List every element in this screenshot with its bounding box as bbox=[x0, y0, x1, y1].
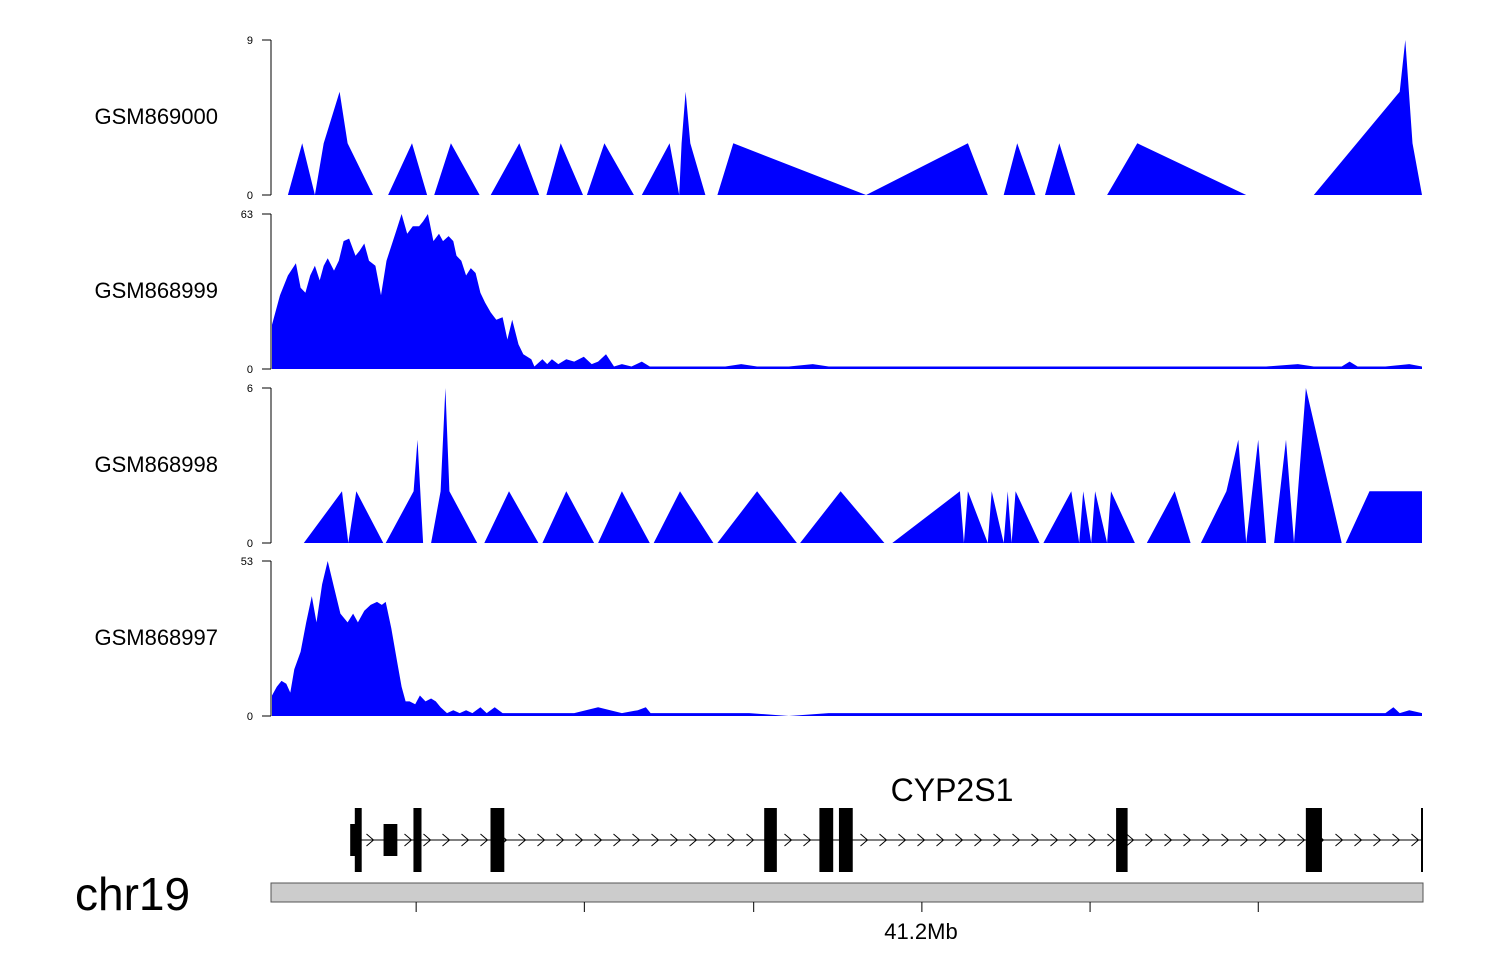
strand-arrow bbox=[1221, 833, 1230, 847]
track-GSM868998: 6 0 GSM868998 bbox=[94, 383, 1422, 550]
track-name: GSM868997 bbox=[94, 625, 218, 650]
gene-track: CYP2S1 bbox=[350, 772, 1423, 872]
chromosome-label: chr19 bbox=[75, 868, 190, 920]
gene-label: CYP2S1 bbox=[891, 772, 1014, 808]
strand-arrow bbox=[1202, 833, 1211, 847]
y-max-label: 53 bbox=[241, 556, 253, 568]
strand-arrow bbox=[917, 833, 926, 847]
y-min-label: 0 bbox=[247, 538, 253, 550]
strand-arrow bbox=[898, 833, 907, 847]
signal-area bbox=[272, 214, 1422, 369]
strand-arrow bbox=[1107, 833, 1116, 847]
strand-arrow bbox=[1031, 833, 1040, 847]
strand-arrow bbox=[955, 833, 964, 847]
axis-position-label: 41.2Mb bbox=[884, 919, 957, 944]
strand-arrow bbox=[404, 833, 413, 847]
strand-arrow bbox=[537, 833, 546, 847]
exon bbox=[819, 808, 834, 872]
track-name: GSM868999 bbox=[94, 278, 218, 303]
strand-arrow bbox=[993, 833, 1002, 847]
strand-arrow bbox=[1278, 833, 1287, 847]
strand-arrow bbox=[575, 833, 584, 847]
track-GSM868999: 63 0 GSM868999 bbox=[94, 209, 1422, 376]
exon bbox=[383, 824, 398, 856]
strand-arrow bbox=[594, 833, 603, 847]
strand-arrow bbox=[613, 833, 622, 847]
y-min-label: 0 bbox=[247, 711, 253, 723]
strand-arrow bbox=[651, 833, 660, 847]
strand-arrow bbox=[1373, 833, 1382, 847]
strand-arrow bbox=[366, 833, 375, 847]
strand-arrow bbox=[1050, 833, 1059, 847]
strand-arrow bbox=[746, 833, 755, 847]
strand-arrow bbox=[1145, 833, 1154, 847]
strand-arrow bbox=[670, 833, 679, 847]
strand-arrow bbox=[803, 833, 812, 847]
exon bbox=[838, 808, 853, 872]
y-max-label: 6 bbox=[247, 383, 253, 395]
strand-arrow bbox=[461, 833, 470, 847]
strand-arrow bbox=[1297, 833, 1306, 847]
track-name: GSM869000 bbox=[94, 104, 218, 129]
strand-arrow bbox=[1126, 833, 1135, 847]
exon bbox=[490, 808, 505, 872]
strand-arrow bbox=[518, 833, 527, 847]
strand-arrow bbox=[1088, 833, 1097, 847]
signal-area bbox=[272, 561, 1422, 716]
strand-arrow bbox=[1069, 833, 1078, 847]
strand-arrow bbox=[1411, 833, 1420, 847]
signal-area bbox=[272, 388, 1422, 543]
strand-arrow bbox=[480, 833, 489, 847]
strand-arrow bbox=[936, 833, 945, 847]
strand-arrow bbox=[974, 833, 983, 847]
signal-tracks: 9 0 GSM869000 63 0 GSM868999 6 0 GSM868998 53 0 GSM… bbox=[94, 35, 1422, 723]
ideogram-band bbox=[270, 882, 1424, 903]
y-min-label: 0 bbox=[247, 364, 253, 376]
strand-arrow bbox=[1164, 833, 1173, 847]
strand-arrow bbox=[727, 833, 736, 847]
strand-arrow bbox=[689, 833, 698, 847]
strand-arrow bbox=[1012, 833, 1021, 847]
track-name: GSM868998 bbox=[94, 452, 218, 477]
strand-arrow bbox=[1354, 833, 1363, 847]
track-GSM869000: 9 0 GSM869000 bbox=[94, 35, 1422, 202]
strand-arrow bbox=[708, 833, 717, 847]
exon bbox=[764, 808, 777, 872]
strand-arrow bbox=[1392, 833, 1401, 847]
strand-arrow bbox=[632, 833, 641, 847]
strand-arrow bbox=[860, 833, 869, 847]
y-min-label: 0 bbox=[247, 190, 253, 202]
strand-arrow bbox=[442, 833, 451, 847]
y-max-label: 9 bbox=[247, 35, 253, 47]
exon bbox=[413, 808, 422, 872]
strand-arrow bbox=[1183, 833, 1192, 847]
exon bbox=[354, 808, 362, 872]
y-max-label: 63 bbox=[241, 209, 253, 221]
strand-arrow bbox=[784, 833, 793, 847]
strand-arrow bbox=[1240, 833, 1249, 847]
track-GSM868997: 53 0 GSM868997 bbox=[94, 556, 1422, 723]
utr-block bbox=[350, 824, 356, 856]
strand-arrow bbox=[423, 833, 432, 847]
exon bbox=[1305, 808, 1322, 872]
exon bbox=[1116, 808, 1128, 872]
strand-arrow bbox=[1335, 833, 1344, 847]
chromosome-axis: chr19 41.2Mb bbox=[75, 868, 1424, 944]
signal-area bbox=[272, 40, 1422, 195]
strand-arrow bbox=[879, 833, 888, 847]
strand-arrow bbox=[1259, 833, 1268, 847]
strand-arrow bbox=[556, 833, 565, 847]
